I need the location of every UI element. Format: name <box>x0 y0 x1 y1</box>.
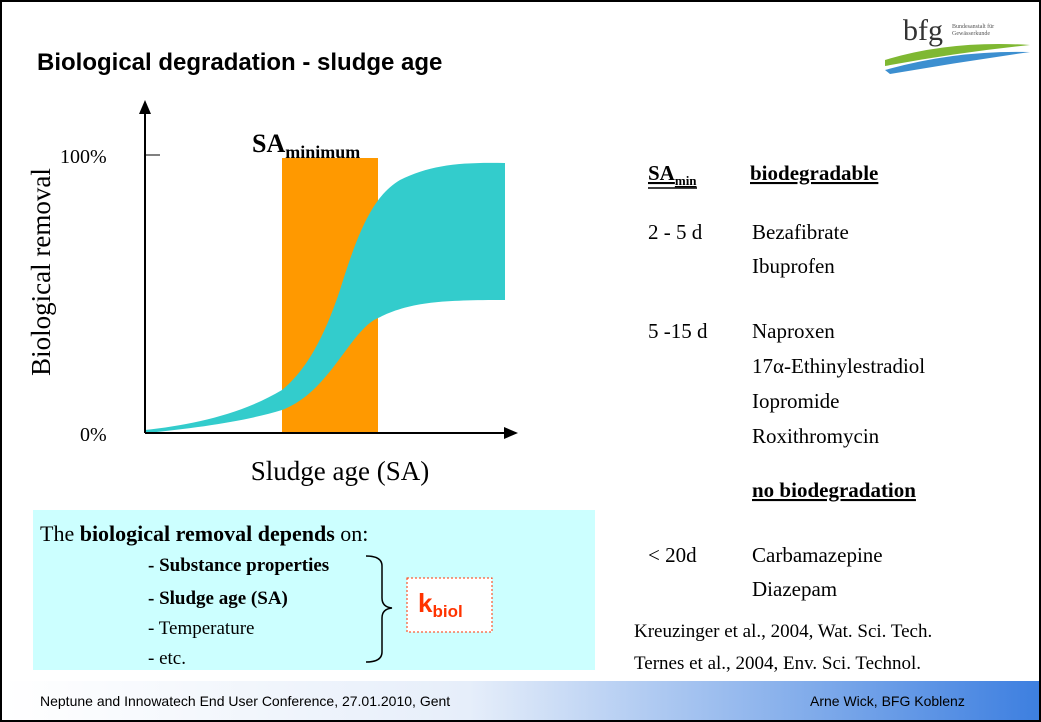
label-sub: biol <box>432 602 462 621</box>
dependency-box: The biological removal depends on: - Sub… <box>33 510 595 670</box>
k-label: kbiol <box>418 588 463 621</box>
footer-bg <box>2 681 1039 720</box>
x-axis-label: Sludge age (SA) <box>251 456 429 486</box>
label-main: SA <box>252 129 285 158</box>
y-top-label: 100% <box>60 146 107 168</box>
removal-band <box>145 162 505 434</box>
substance: Roxithromycin <box>752 424 880 448</box>
substance: Iopromide <box>752 389 839 413</box>
label-sub: minimum <box>285 142 360 162</box>
box-intro: The biological removal depends on: <box>40 521 368 546</box>
logo-subtext: Bundesanstalt für <box>952 23 994 30</box>
box-item: - Substance properties <box>148 555 329 576</box>
substance: 17α-Ethinylestradiol <box>752 354 925 378</box>
y-bottom-label: 0% <box>80 424 107 446</box>
substance: Diazepam <box>752 577 837 601</box>
label-main: SA <box>648 161 676 185</box>
logo-swoosh <box>885 44 1030 66</box>
range: < 20d <box>648 543 697 567</box>
text-part: on: <box>335 521 369 546</box>
range: 5 -15 d <box>648 319 708 343</box>
label-sub: min <box>675 173 697 188</box>
section-header: no biodegradation <box>752 478 916 502</box>
box-bg <box>33 510 595 670</box>
box-item: - Sludge age (SA) <box>148 588 288 609</box>
footer: Neptune and Innowatech End User Conferen… <box>2 681 1039 720</box>
brace <box>365 555 393 663</box>
arrow-head <box>504 427 518 439</box>
reference: Kreuzinger et al., 2004, Wat. Sci. Tech. <box>634 621 932 642</box>
substance-table: SAmin biodegradable 2 - 5 d Bezafibrate … <box>634 161 932 674</box>
substance: Ibuprofen <box>752 254 835 278</box>
box-item: - etc. <box>148 648 186 669</box>
diagram: 100% 0% Biological removal Sludge age (S… <box>26 100 518 486</box>
footer-right: Arne Wick, BFG Koblenz <box>810 693 965 709</box>
text-part: biological removal depends <box>80 521 335 546</box>
y-axis-label: Biological removal <box>26 168 56 376</box>
reference: Ternes et al., 2004, Env. Sci. Technol. <box>634 653 921 674</box>
substance: Carbamazepine <box>752 543 883 567</box>
substance: Bezafibrate <box>752 220 849 244</box>
label-main: k <box>418 588 433 618</box>
logo: bfg Bundesanstalt für Gewässerkunde <box>885 14 1030 74</box>
col-header: biodegradable <box>750 161 878 185</box>
logo-swoosh <box>885 51 1030 74</box>
logo-subtext: Gewässerkunde <box>952 31 990 37</box>
arrow-head <box>139 100 151 114</box>
box-item: - Temperature <box>148 618 254 639</box>
k-box <box>406 577 493 633</box>
text-part: The <box>40 521 80 546</box>
sa-minimum-label: SAminimum <box>252 129 360 162</box>
logo-text: bfg <box>903 14 943 47</box>
substance: Naproxen <box>752 319 835 343</box>
footer-left: Neptune and Innowatech End User Conferen… <box>40 693 450 709</box>
range: 2 - 5 d <box>648 220 703 244</box>
col-header: SAmin <box>648 161 697 188</box>
slide-title: Biological degradation - sludge age <box>37 49 442 76</box>
